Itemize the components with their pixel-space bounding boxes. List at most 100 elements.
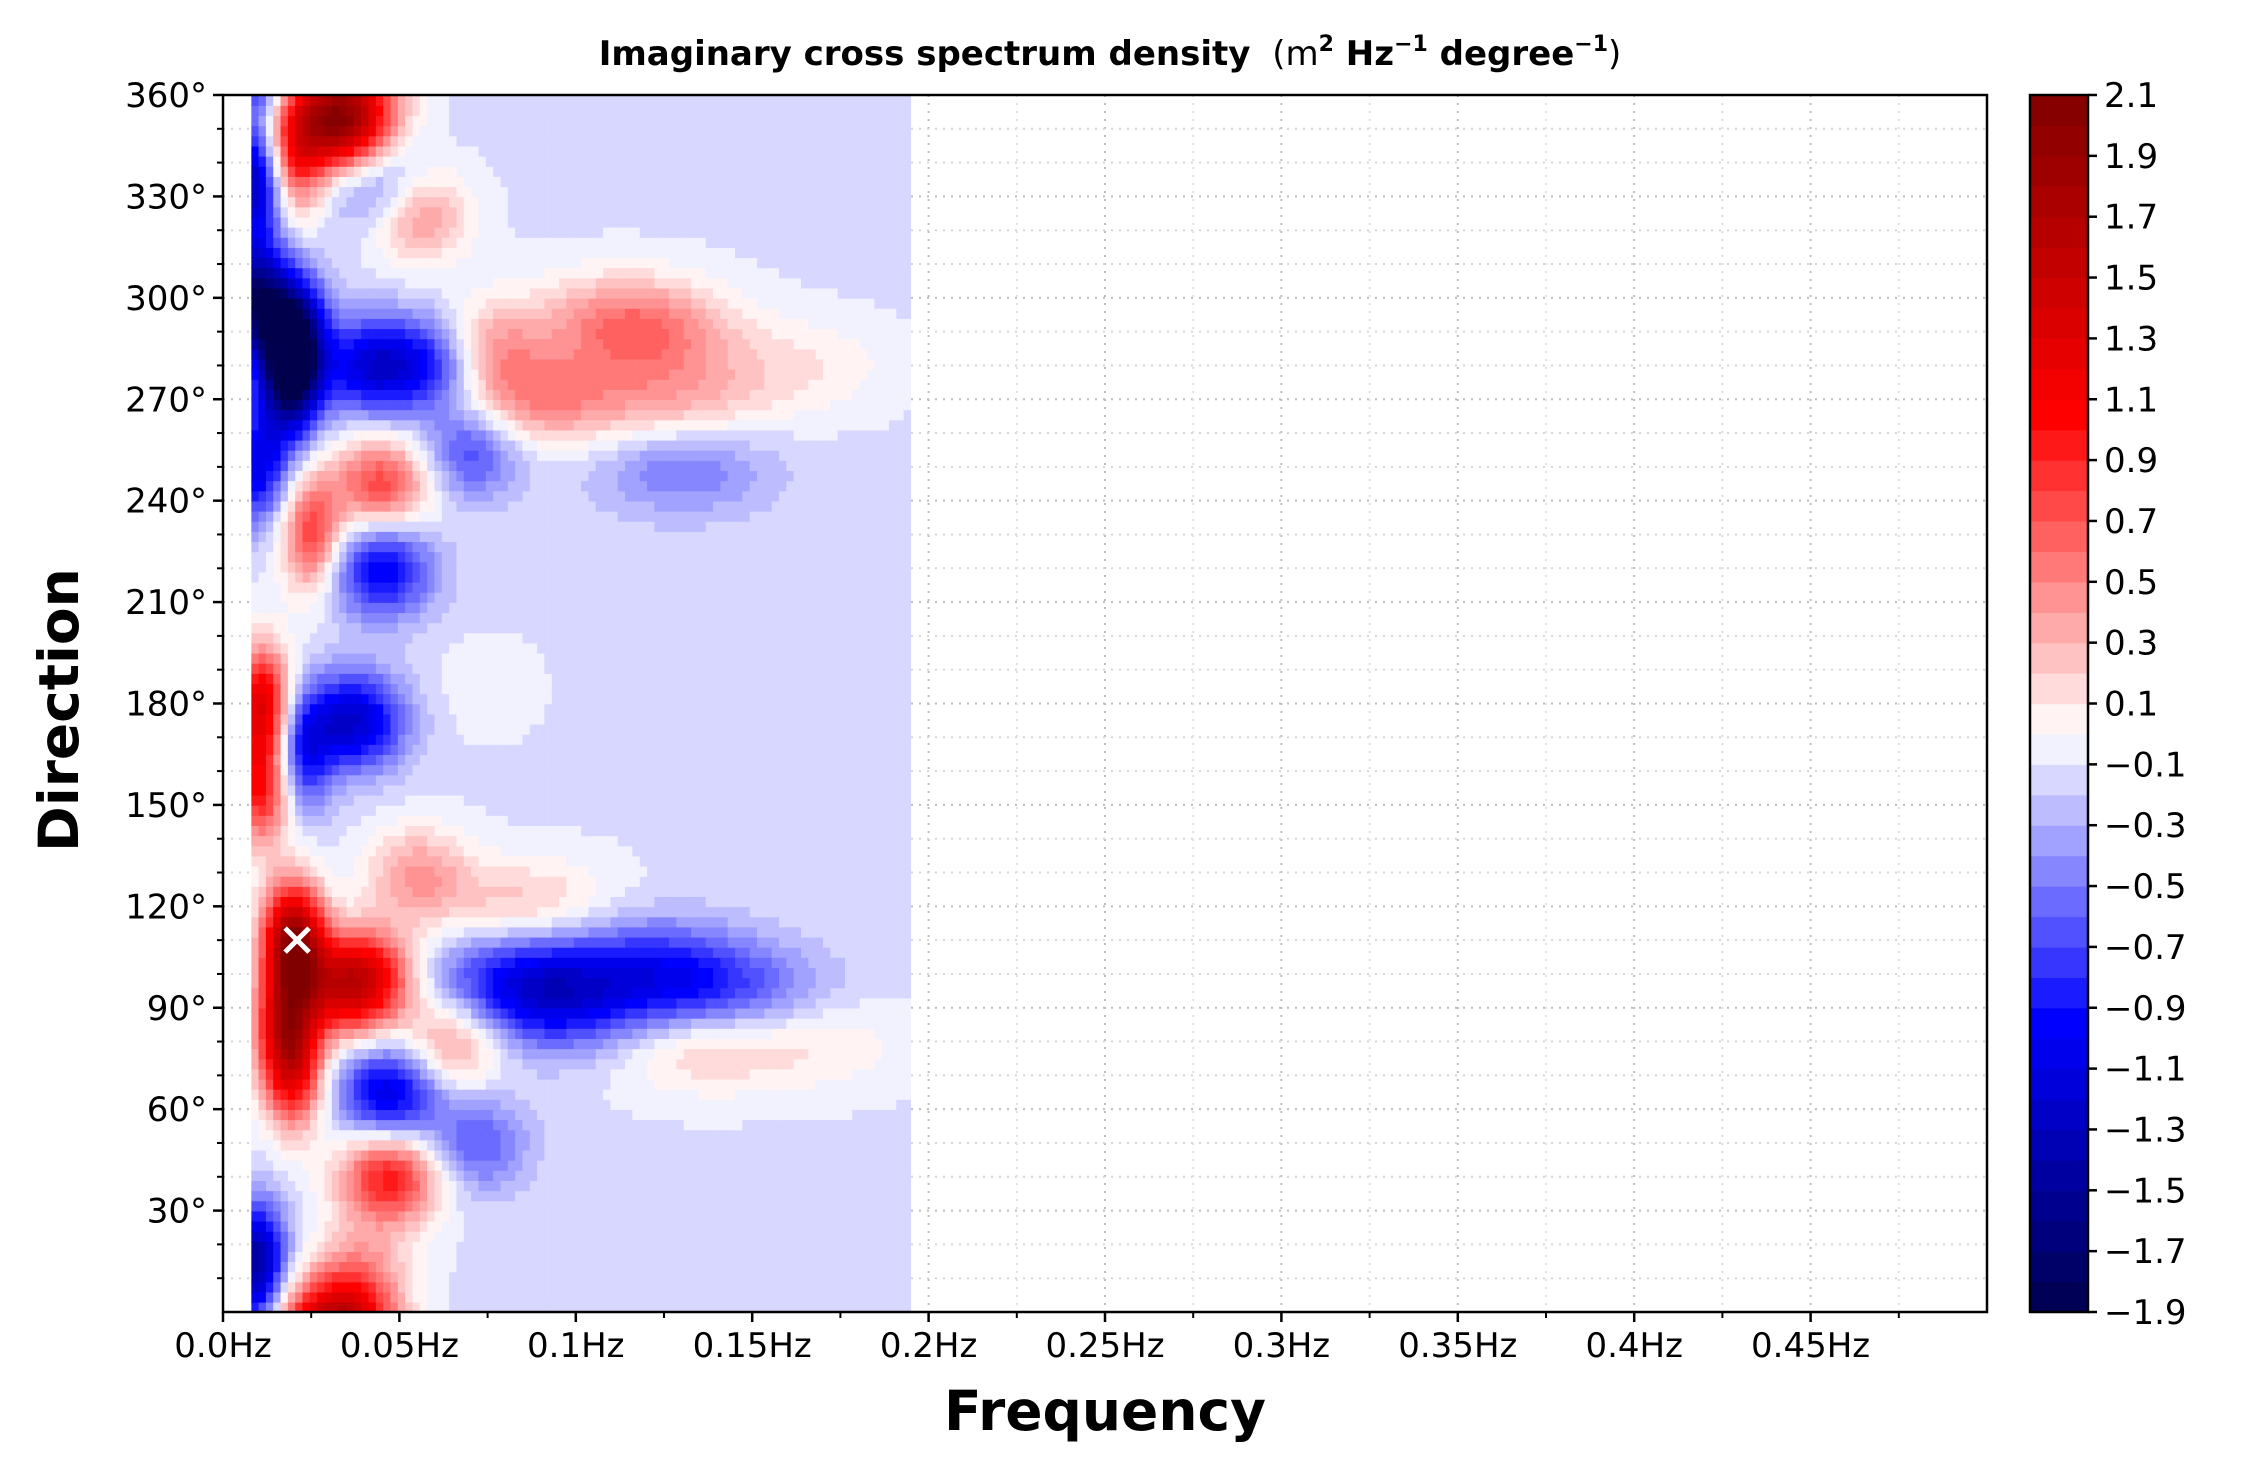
heatmap-cell xyxy=(508,663,516,674)
heatmap-cell xyxy=(251,714,259,725)
heatmap-cell xyxy=(383,957,391,968)
heatmap-cell xyxy=(471,217,479,228)
heatmap-cell xyxy=(537,795,545,806)
heatmap-cell xyxy=(398,1079,406,1090)
heatmap-cell xyxy=(456,1231,464,1242)
heatmap-cell xyxy=(339,622,347,633)
heatmap-cell xyxy=(354,1129,362,1140)
heatmap-cell xyxy=(303,1129,311,1140)
heatmap-cell xyxy=(456,227,464,238)
heatmap-cell xyxy=(303,440,311,451)
heatmap-cell xyxy=(412,947,420,958)
heatmap-cell xyxy=(332,937,340,948)
heatmap-cell xyxy=(522,896,530,907)
heatmap-cell xyxy=(427,653,435,664)
heatmap-cell xyxy=(295,1079,303,1090)
heatmap-cell xyxy=(449,633,457,644)
heatmap-cell xyxy=(500,521,508,532)
heatmap-cell xyxy=(530,1180,538,1191)
heatmap-cell xyxy=(325,95,333,106)
heatmap-cell xyxy=(493,693,501,704)
heatmap-cell xyxy=(449,582,457,593)
heatmap-cell xyxy=(361,1129,369,1140)
heatmap-cell xyxy=(449,115,457,126)
heatmap-cell xyxy=(281,1038,289,1049)
heatmap-cell xyxy=(369,328,377,339)
heatmap-cell xyxy=(332,115,340,126)
heatmap-cell xyxy=(251,278,259,289)
heatmap-cell xyxy=(251,430,259,441)
heatmap-cell xyxy=(412,876,420,887)
heatmap-cell xyxy=(259,896,267,907)
heatmap-cell xyxy=(420,1261,428,1272)
heatmap-cell xyxy=(251,673,259,684)
heatmap-cell xyxy=(405,491,413,502)
heatmap-cell xyxy=(281,267,289,278)
heatmap-cell xyxy=(508,521,516,532)
heatmap-cell xyxy=(486,1018,494,1029)
heatmap-cell xyxy=(391,835,399,846)
heatmap-cell xyxy=(361,338,369,349)
heatmap-cell xyxy=(544,349,552,360)
heatmap-cell xyxy=(391,572,399,583)
heatmap-cell xyxy=(427,409,435,420)
heatmap-cell xyxy=(420,987,428,998)
heatmap-cell xyxy=(251,359,259,370)
heatmap-cell xyxy=(369,815,377,826)
heatmap-cell xyxy=(515,1251,523,1262)
heatmap-cell xyxy=(530,653,538,664)
heatmap-cell xyxy=(471,886,479,897)
heatmap-cell xyxy=(288,551,296,562)
heatmap-cell xyxy=(266,95,274,106)
heatmap-cell xyxy=(361,1058,369,1069)
heatmap-cell xyxy=(544,815,552,826)
heatmap-cell xyxy=(332,1028,340,1039)
heatmap-cell xyxy=(522,136,530,147)
heatmap-cell xyxy=(251,1069,259,1080)
heatmap-cell xyxy=(544,1129,552,1140)
heatmap-cell xyxy=(515,774,523,785)
heatmap-cell xyxy=(493,1261,501,1272)
heatmap-cell xyxy=(456,785,464,796)
heatmap-cell xyxy=(354,541,362,552)
heatmap-cell xyxy=(398,906,406,917)
heatmap-cell xyxy=(332,673,340,684)
heatmap-cell xyxy=(317,916,325,927)
heatmap-cell xyxy=(251,409,259,420)
heatmap-cell xyxy=(303,764,311,775)
heatmap-cell xyxy=(544,1251,552,1262)
heatmap-cell xyxy=(515,1109,523,1120)
heatmap-cell xyxy=(493,987,501,998)
heatmap-cell xyxy=(434,511,442,522)
heatmap-cell xyxy=(478,562,486,573)
heatmap-cell xyxy=(347,785,355,796)
heatmap-cell xyxy=(537,937,545,948)
heatmap-cell xyxy=(500,460,508,471)
heatmap-cell xyxy=(347,115,355,126)
heatmap-cell xyxy=(383,247,391,258)
heatmap-cell xyxy=(530,633,538,644)
heatmap-cell xyxy=(427,298,435,309)
heatmap-cell xyxy=(295,491,303,502)
heatmap-cell xyxy=(471,369,479,380)
heatmap-cell xyxy=(398,1271,406,1282)
heatmap-cell xyxy=(339,1099,347,1110)
heatmap-cell xyxy=(500,714,508,725)
heatmap-cell xyxy=(405,338,413,349)
heatmap-cell xyxy=(266,379,274,390)
heatmap-cell xyxy=(537,1140,545,1151)
heatmap-cell xyxy=(295,1251,303,1262)
heatmap-cell xyxy=(471,653,479,664)
heatmap-cell xyxy=(259,1038,267,1049)
heatmap-cell xyxy=(383,572,391,583)
heatmap-cell xyxy=(303,379,311,390)
heatmap-cell xyxy=(515,480,523,491)
heatmap-cell xyxy=(259,531,267,542)
heatmap-cell xyxy=(398,1211,406,1222)
heatmap-cell xyxy=(456,217,464,228)
heatmap-cell xyxy=(464,1251,472,1262)
heatmap-cell xyxy=(478,653,486,664)
heatmap-cell xyxy=(478,1190,486,1201)
heatmap-cell xyxy=(420,724,428,735)
heatmap-cell xyxy=(471,1099,479,1110)
